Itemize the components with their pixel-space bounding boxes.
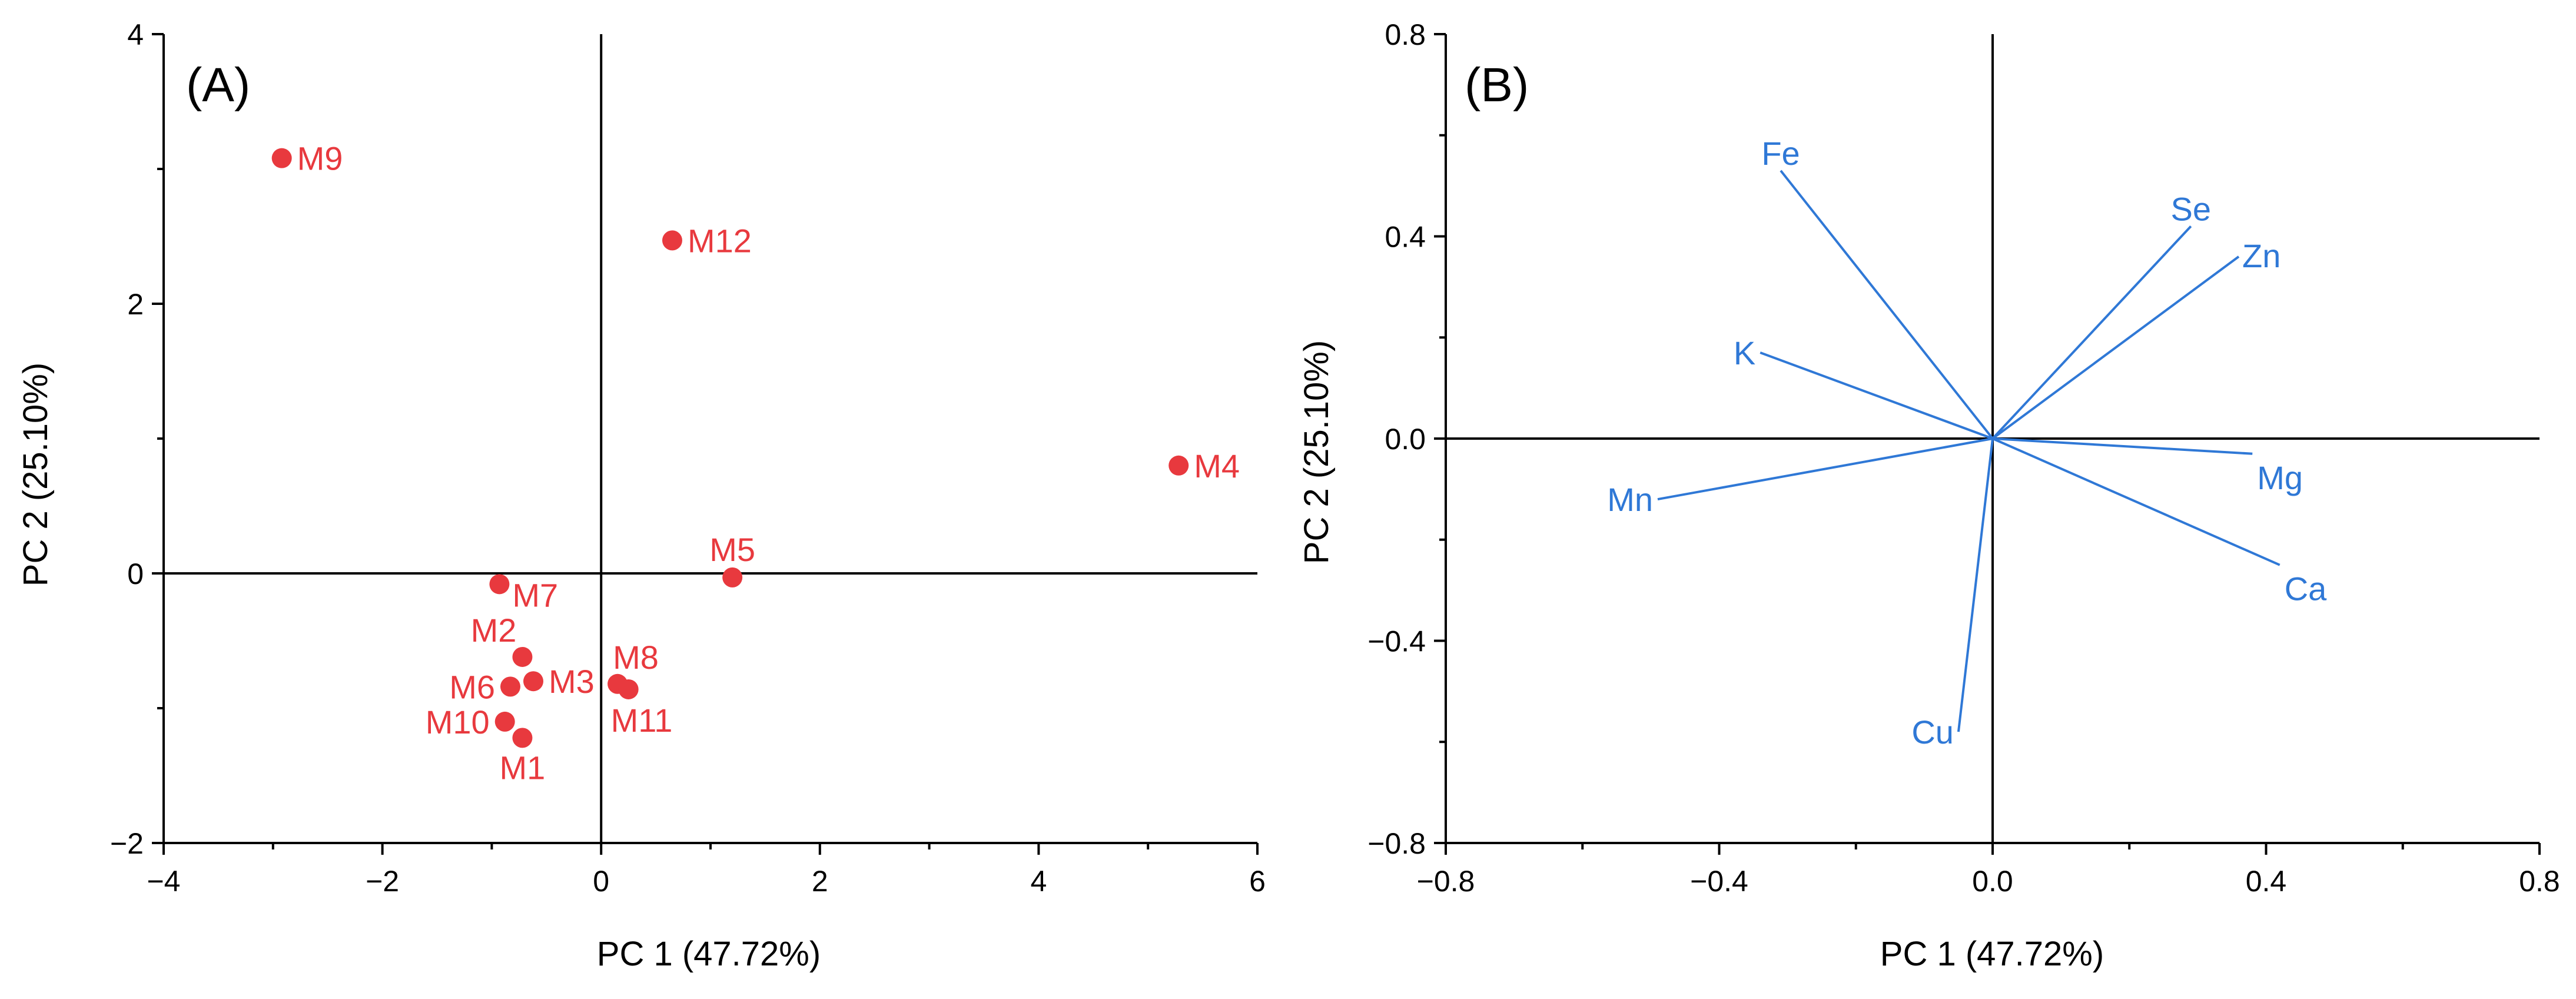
loading-label-ca: Ca [2285,570,2327,608]
panel-b-y-tick-label: −0.4 [1367,625,1426,658]
panel-a-label: (A) [186,58,250,112]
panel-a-x-tick-label: 6 [1249,865,1266,898]
panel-b-y-tick-label: 0.8 [1385,18,1426,51]
loading-vector-fe [1780,170,1994,440]
score-point-m1 [512,728,533,748]
loading-vector-cu [1957,438,1994,732]
panel-b-x-tick-label: 0.8 [2519,865,2560,898]
score-point-m4 [1169,455,1189,476]
score-label-m12: M12 [688,222,752,259]
loading-label-mn: Mn [1607,481,1653,518]
score-point-m5 [722,567,743,588]
loading-label-cu: Cu [1911,713,1954,751]
panel-b-x-tick-label: −0.4 [1690,865,1748,898]
loading-label-fe: Fe [1761,135,1800,172]
panel-a-x-tick-label: 0 [593,865,609,898]
score-point-m3 [523,671,544,692]
loading-vector-mn [1657,437,1993,501]
score-label-m1: M1 [500,749,546,786]
score-label-m9: M9 [297,140,343,177]
panel-a-y-axis-title: PC 2 (25.10%) [16,363,55,586]
score-label-m3: M3 [549,663,595,700]
panel-a-x-tick-label: 4 [1030,865,1047,898]
panel-a-x-tick-label: −4 [147,865,180,898]
loading-label-se: Se [2171,190,2212,227]
panel-a-y-tick-label: 4 [127,18,144,51]
loading-label-zn: Zn [2242,237,2280,274]
score-label-m6: M6 [449,668,495,705]
score-point-m2 [512,646,533,667]
panel-b-x-tick-label: 0.0 [1972,865,2013,898]
panel-b-y-tick-label: 0.0 [1385,423,1426,456]
loading-vector-k [1760,351,1993,440]
panel-b-x-tick-label: 0.4 [2246,865,2287,898]
loading-vector-mg [1992,437,2253,455]
score-label-m7: M7 [512,576,558,613]
panel-b-label: (B) [1465,58,1529,112]
panel-a-y-tick-label: −2 [110,827,144,860]
loading-vector-se [1991,225,2192,440]
panel-b-y-axis-title: PC 2 (25.10%) [1297,340,1336,564]
score-point-m7 [489,574,510,595]
score-point-m12 [662,230,682,251]
score-label-m2: M2 [471,612,517,649]
loading-label-k: K [1734,334,1755,371]
panel-b-loadings: (B) PC 1 (47.72%) PC 2 (25.10%) −0.8 −0.4… [1297,18,2560,973]
score-point-m11 [618,679,639,699]
panel-b-y-tick-label: −0.8 [1367,827,1426,860]
panel-b-x-axis-title: PC 1 (47.72%) [1880,935,2104,973]
score-label-m4: M4 [1194,447,1240,484]
panel-b-x-tick-label: −0.8 [1417,865,1475,898]
score-point-m6 [500,676,520,697]
score-point-m9 [271,148,292,168]
panel-b-y-tick-label: 0.4 [1385,221,1426,254]
loading-vector-zn [1991,255,2240,440]
score-label-m11: M11 [611,702,673,739]
loading-vector-ca [1992,437,2280,566]
panel-a-x-tick-label: −2 [366,865,399,898]
score-label-m10: M10 [426,703,490,741]
panel-a-y-tick-label: 0 [127,557,144,590]
score-label-m5: M5 [709,531,755,568]
score-point-m10 [494,711,515,732]
panel-a-x-axis-title: PC 1 (47.72%) [597,935,821,973]
panel-a-scores: (A) PC 1 (47.72%) PC 2 (25.10%) −4 −2 0 2 4 6… [16,18,1266,973]
panel-a-y-tick-label: 2 [127,288,144,321]
loading-label-mg: Mg [2257,459,2303,496]
panel-a-x-tick-label: 2 [812,865,828,898]
score-label-m8: M8 [613,639,659,676]
